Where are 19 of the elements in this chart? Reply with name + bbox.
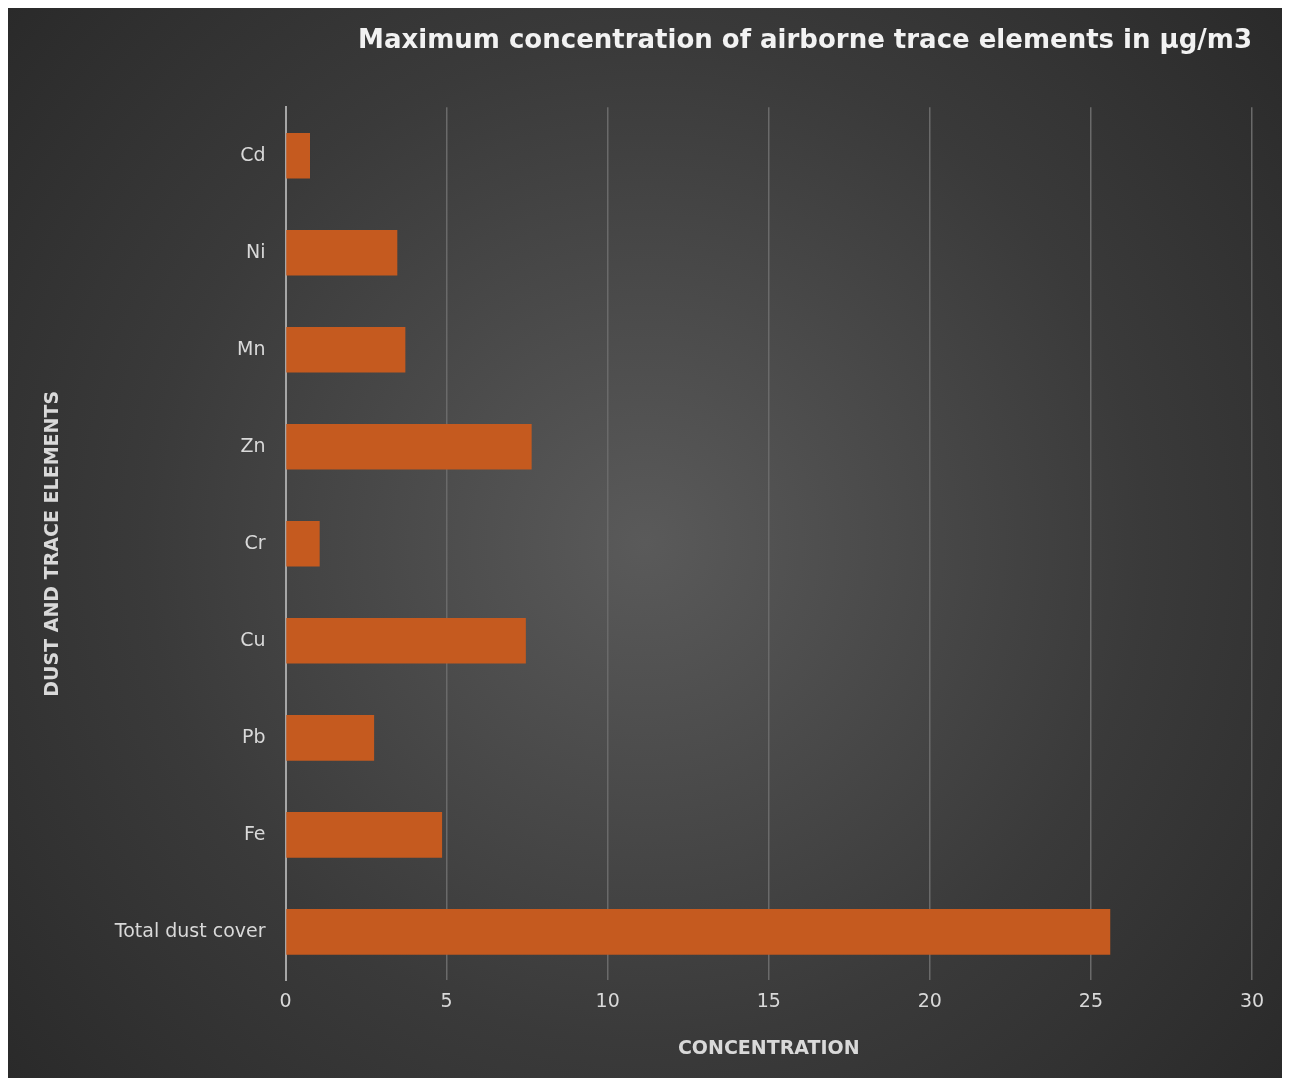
x-tick-label: 25: [1078, 988, 1104, 1011]
x-tick-label: 10: [595, 988, 620, 1011]
chart-title: Maximum concentration of airborne trace elements in µg/m3: [358, 24, 1252, 55]
y-tick-label: Cd: [240, 142, 266, 165]
y-axis-title: DUST AND TRACE ELEMENTS: [40, 390, 63, 697]
y-tick-label: Ni: [246, 239, 266, 262]
y-tick-label: Pb: [241, 724, 266, 747]
x-tick-label: 0: [279, 988, 292, 1011]
y-tick-label: Total dust cover: [113, 918, 266, 941]
x-axis-title: CONCENTRATION: [677, 1035, 860, 1058]
y-tick-label: Fe: [243, 821, 266, 844]
y-tick-label: Cu: [240, 627, 266, 650]
y-tick-label: Mn: [237, 336, 266, 359]
x-tick-label: 30: [1239, 988, 1265, 1011]
x-tick-label: 15: [756, 988, 781, 1011]
y-tick-label: Cr: [244, 530, 266, 553]
x-tick-label: 5: [440, 988, 453, 1011]
x-tick-label: 20: [917, 988, 942, 1011]
y-tick-label: Zn: [240, 433, 266, 456]
